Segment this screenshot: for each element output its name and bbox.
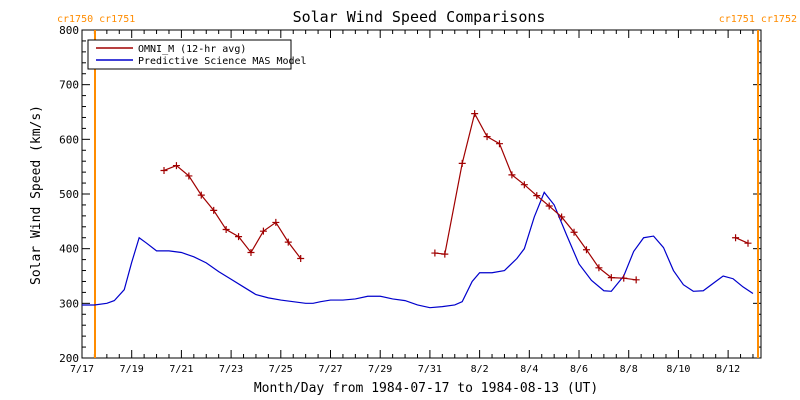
series-omni-point [160,166,168,174]
x-tick-label: 7/21 [169,364,193,375]
y-tick-label: 300 [59,297,79,310]
series-omni-point [558,213,566,221]
series-mas-model-line [82,191,754,309]
series-omni-point [620,274,628,282]
carrington-marker-label: cr1751 cr1752 [719,14,797,25]
series-omni-point [284,238,292,246]
series-omni-point [471,110,479,118]
x-tick-label: 8/8 [620,364,638,375]
y-tick-label: 500 [59,188,79,201]
series-omni-point [570,228,578,236]
x-tick-label: 7/29 [368,364,392,375]
legend-box [87,39,292,70]
x-tick-label: 7/23 [219,364,243,375]
x-tick-label: 7/25 [269,364,293,375]
series-omni-point [582,246,590,254]
legend: OMNI_M (12-hr avg)Predictive Science MAS… [87,39,307,70]
series-omni-point [595,264,603,272]
x-axis-label: Month/Day from 1984-07-17 to 1984-08-13 … [254,381,598,396]
series-omni-point [259,227,267,235]
series-omni-point [483,133,491,141]
series-omni-point [272,218,280,226]
x-tick-label: 7/31 [418,364,442,375]
series-omni-point [545,202,553,210]
series-omni-point [533,192,541,200]
series-omni-point [744,239,752,247]
carrington-marker-label: cr1750 cr1751 [57,14,135,25]
x-tick-label: 7/17 [70,364,94,375]
x-tick-label: 8/12 [716,364,740,375]
y-tick-label: 600 [59,133,79,146]
series-omni-line [735,237,749,244]
series-omni-point [607,274,615,282]
y-tick-label: 200 [59,352,79,365]
legend-label: OMNI_M (12-hr avg) [138,44,246,55]
legend-label: Predictive Science MAS Model [138,56,307,67]
y-axis-label: Solar Wind Speed (km/s) [29,105,44,285]
series-omni-point [520,181,528,189]
chart-title: Solar Wind Speed Comparisons [293,8,546,26]
x-tick-label: 8/2 [471,364,489,375]
series-omni-point [222,226,230,234]
y-tick-label: 800 [59,24,79,37]
x-tick-label: 8/6 [570,364,588,375]
series-omni-point [632,276,640,284]
series-omni-point [197,191,205,199]
series-omni-point [185,172,193,180]
x-tick-label: 7/27 [318,364,342,375]
series-omni-point [210,206,218,214]
series-omni-point [458,159,466,167]
plot-area: 200 300 400 500 600 700 800 7/17 7/19 7/21 7/23 7/2… [57,14,797,375]
series-omni-point [495,140,503,148]
x-tick-label: 7/19 [120,364,144,375]
series-omni-point [732,234,740,242]
x-tick-label: 8/10 [666,364,690,375]
series-omni-point [431,249,439,257]
series-omni-point [441,250,449,258]
series-omni-line [434,111,637,281]
y-tick-label: 700 [59,79,79,92]
series-omni-point [508,171,516,179]
y-tick-label: 400 [59,243,79,256]
series-omni-point [297,255,305,263]
series-omni-point [235,233,243,241]
series-omni-line [163,164,302,259]
x-tick-label: 8/4 [520,364,538,375]
plot-frame [81,29,762,359]
series-omni-point [172,162,180,170]
series-omni-point [247,248,255,256]
